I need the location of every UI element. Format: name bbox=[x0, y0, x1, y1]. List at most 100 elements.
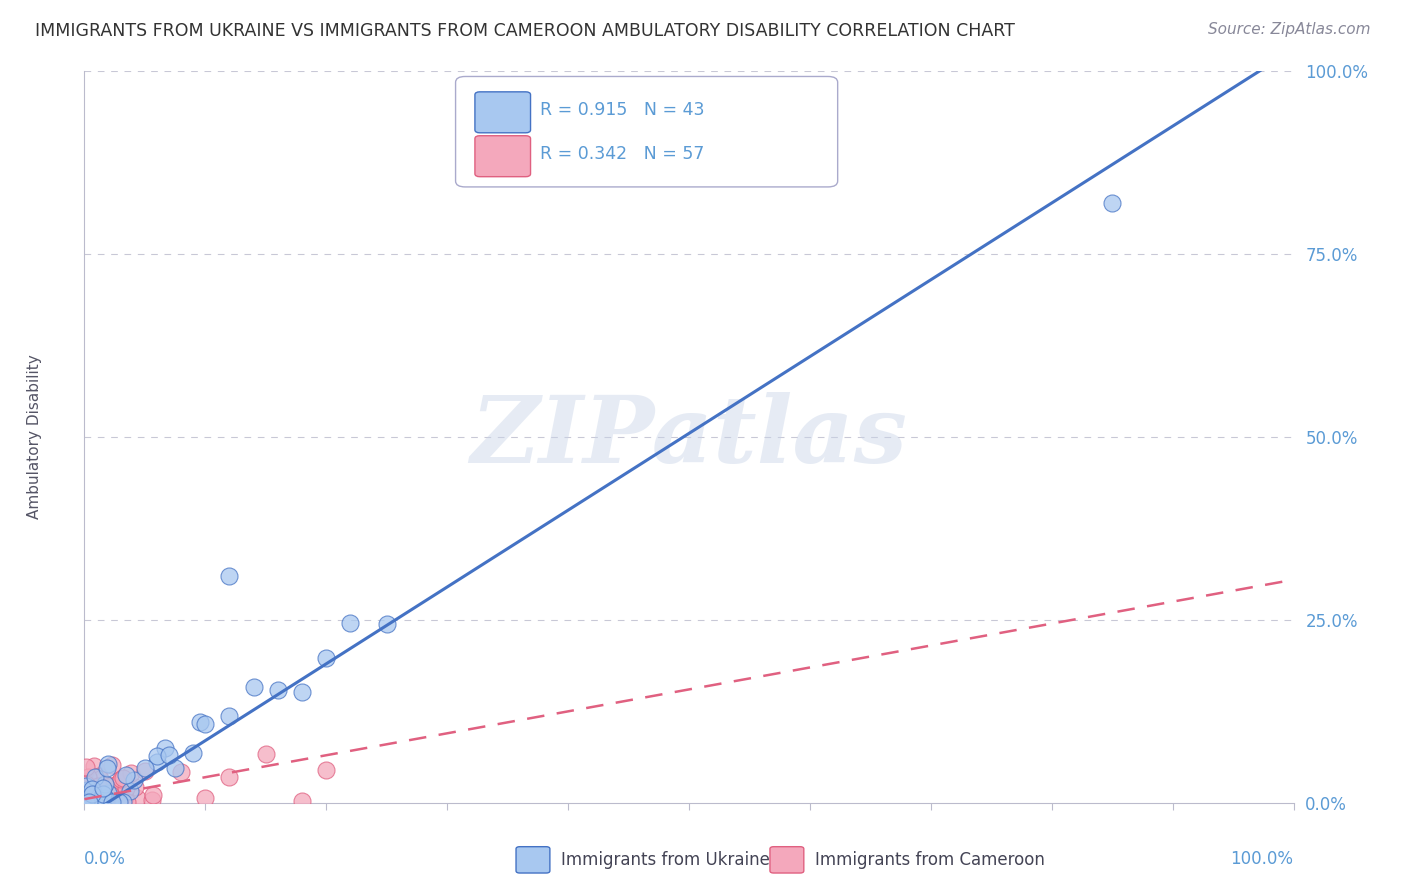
Point bbox=[91, 780, 114, 795]
Point bbox=[127, 791, 149, 805]
Point bbox=[82, 787, 104, 801]
Point bbox=[76, 789, 98, 803]
Point bbox=[75, 760, 97, 774]
Point bbox=[89, 783, 111, 797]
Point bbox=[315, 650, 337, 665]
Point bbox=[122, 773, 145, 788]
Point bbox=[93, 781, 115, 796]
Point bbox=[90, 789, 112, 804]
Point bbox=[194, 717, 217, 731]
Point bbox=[315, 763, 337, 777]
Point bbox=[104, 778, 127, 792]
Point bbox=[188, 714, 211, 729]
Point bbox=[94, 791, 117, 805]
Point bbox=[87, 795, 110, 809]
FancyBboxPatch shape bbox=[475, 92, 530, 133]
Point bbox=[112, 788, 135, 802]
Point bbox=[86, 780, 108, 794]
Point bbox=[120, 766, 142, 780]
Point bbox=[79, 784, 101, 798]
Point bbox=[94, 795, 117, 809]
Text: R = 0.915   N = 43: R = 0.915 N = 43 bbox=[540, 101, 704, 120]
Point bbox=[98, 779, 121, 793]
Point bbox=[146, 756, 169, 770]
Point bbox=[124, 780, 146, 794]
Point bbox=[101, 795, 124, 809]
Point bbox=[96, 795, 118, 809]
Point bbox=[267, 682, 290, 697]
Point bbox=[100, 788, 122, 802]
Point bbox=[111, 772, 134, 786]
Point bbox=[110, 774, 132, 789]
Point bbox=[75, 795, 97, 809]
Point bbox=[194, 791, 217, 805]
Point bbox=[142, 788, 165, 802]
Point bbox=[96, 795, 118, 809]
Point bbox=[291, 685, 314, 699]
Point bbox=[146, 749, 169, 764]
Point bbox=[108, 795, 131, 809]
Point bbox=[218, 770, 240, 784]
Text: ZIPatlas: ZIPatlas bbox=[471, 392, 907, 482]
Point bbox=[242, 681, 264, 695]
FancyBboxPatch shape bbox=[516, 847, 550, 873]
Text: Source: ZipAtlas.com: Source: ZipAtlas.com bbox=[1208, 22, 1371, 37]
Point bbox=[83, 759, 105, 773]
Point bbox=[110, 789, 132, 803]
Text: Ambulatory Disability: Ambulatory Disability bbox=[27, 355, 42, 519]
Point bbox=[218, 709, 240, 723]
Point bbox=[115, 780, 138, 795]
Point bbox=[218, 569, 240, 583]
Point bbox=[77, 795, 100, 809]
Point bbox=[89, 794, 111, 808]
Point bbox=[89, 772, 111, 787]
Point bbox=[82, 785, 104, 799]
Point bbox=[75, 795, 97, 809]
FancyBboxPatch shape bbox=[475, 136, 530, 177]
Point bbox=[157, 747, 180, 762]
Point bbox=[97, 756, 120, 771]
Point bbox=[75, 779, 97, 793]
Point bbox=[170, 764, 193, 779]
Point bbox=[155, 740, 177, 755]
Point bbox=[114, 789, 136, 804]
Point bbox=[80, 795, 103, 809]
Point bbox=[77, 789, 100, 803]
Point bbox=[115, 795, 138, 809]
Text: R = 0.342   N = 57: R = 0.342 N = 57 bbox=[540, 145, 704, 163]
Point bbox=[83, 770, 105, 784]
Point bbox=[96, 761, 118, 775]
Point bbox=[80, 782, 103, 797]
Point bbox=[76, 795, 98, 809]
Point bbox=[83, 795, 105, 809]
Point bbox=[94, 777, 117, 791]
Point bbox=[291, 793, 314, 807]
Point bbox=[76, 795, 98, 809]
Point bbox=[111, 795, 134, 809]
FancyBboxPatch shape bbox=[456, 77, 838, 187]
Point bbox=[86, 779, 108, 793]
Point bbox=[141, 793, 163, 807]
Point bbox=[77, 788, 100, 802]
Point bbox=[120, 784, 142, 798]
Point bbox=[181, 746, 204, 760]
Point bbox=[1101, 196, 1123, 211]
FancyBboxPatch shape bbox=[770, 847, 804, 873]
Point bbox=[134, 764, 156, 778]
Text: 0.0%: 0.0% bbox=[84, 850, 127, 868]
Point bbox=[112, 795, 135, 809]
Point bbox=[104, 795, 127, 809]
Point bbox=[163, 761, 186, 775]
Point bbox=[111, 775, 134, 789]
Point bbox=[75, 775, 97, 789]
Point bbox=[254, 747, 277, 761]
Point bbox=[97, 786, 120, 800]
Point bbox=[107, 795, 129, 809]
Point bbox=[91, 787, 114, 801]
Point bbox=[134, 761, 156, 775]
Point bbox=[87, 780, 110, 795]
Point bbox=[375, 617, 398, 632]
Text: Immigrants from Cameroon: Immigrants from Cameroon bbox=[814, 851, 1045, 869]
Point bbox=[76, 782, 98, 797]
Point bbox=[115, 768, 138, 782]
